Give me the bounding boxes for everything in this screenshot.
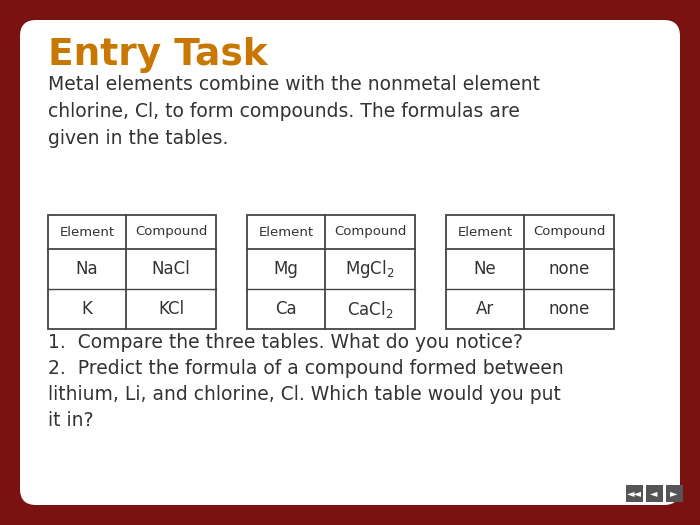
Text: none: none	[548, 300, 589, 318]
Text: none: none	[548, 260, 589, 278]
Bar	[666, 485, 682, 501]
Text: Ca: Ca	[275, 300, 297, 318]
Text: Compound: Compound	[334, 226, 406, 238]
Text: Mg: Mg	[274, 260, 298, 278]
Text: ►: ►	[671, 488, 678, 498]
Text: MgCl$_2$: MgCl$_2$	[345, 258, 395, 280]
Text: Ne: Ne	[474, 260, 496, 278]
Text: NaCl: NaCl	[152, 260, 190, 278]
Text: Metal elements combine with the nonmetal element
chlorine, Cl, to form compounds: Metal elements combine with the nonmetal…	[48, 75, 540, 149]
Bar	[645, 485, 662, 501]
Bar	[48, 215, 216, 329]
Text: Element: Element	[60, 226, 115, 238]
Text: K: K	[82, 300, 92, 318]
Text: Element: Element	[457, 226, 512, 238]
FancyBboxPatch shape	[20, 20, 680, 505]
Text: Entry Task: Entry Task	[48, 37, 267, 73]
Text: Na: Na	[76, 260, 98, 278]
Text: 1.  Compare the three tables. What do you notice?: 1. Compare the three tables. What do you…	[48, 333, 523, 352]
Text: CaCl$_2$: CaCl$_2$	[346, 299, 393, 320]
Text: Compound: Compound	[135, 226, 207, 238]
Bar	[446, 215, 614, 329]
Text: Ar: Ar	[476, 300, 494, 318]
Bar	[626, 485, 643, 501]
Text: 2.  Predict the formula of a compound formed between
lithium, Li, and chlorine, : 2. Predict the formula of a compound for…	[48, 360, 564, 430]
Text: ◄◄: ◄◄	[626, 488, 641, 498]
Text: KCl: KCl	[158, 300, 184, 318]
Text: ◄: ◄	[650, 488, 658, 498]
Text: Compound: Compound	[533, 226, 606, 238]
Bar	[247, 215, 415, 329]
Text: Element: Element	[258, 226, 314, 238]
